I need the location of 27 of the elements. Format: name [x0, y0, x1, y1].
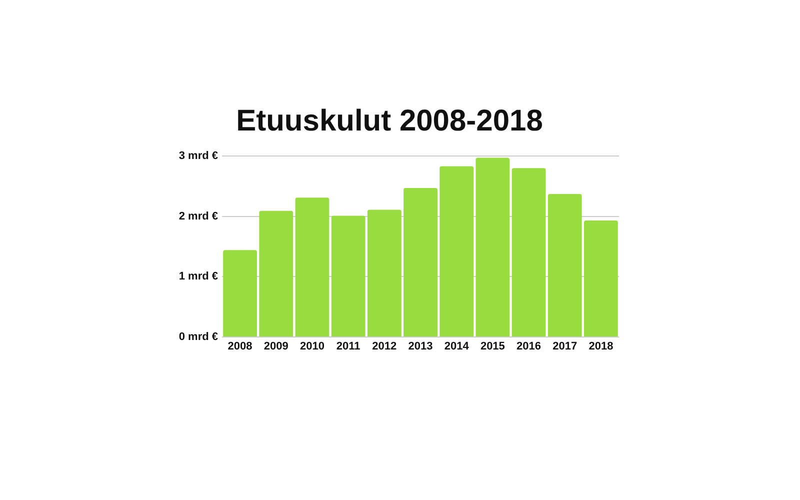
bar — [295, 198, 330, 336]
x-tick-label: 2015 — [480, 340, 505, 353]
y-tick-label: 3 mrd € — [178, 150, 218, 162]
bar — [367, 210, 402, 336]
y-tick-label: 0 mrd € — [178, 331, 218, 344]
x-tick-label: 2016 — [516, 340, 542, 353]
bar — [476, 158, 510, 336]
x-tick-label: 2017 — [552, 340, 578, 353]
x-tick-label: 2008 — [228, 340, 252, 353]
bar — [548, 194, 582, 336]
x-tick-label: 2010 — [300, 340, 324, 353]
bar — [440, 166, 474, 336]
x-tick-label: 2018 — [588, 340, 614, 353]
bar — [512, 168, 546, 336]
bar — [259, 210, 294, 336]
x-tick-label: 2012 — [372, 340, 397, 353]
bar — [331, 216, 366, 336]
y-tick-label: 1 mrd € — [178, 270, 218, 283]
x-tick-label: 2011 — [336, 340, 360, 353]
bar — [404, 188, 438, 336]
y-tick-label: 2 mrd € — [178, 210, 218, 222]
x-tick-label: 2014 — [444, 340, 470, 353]
x-tick-label: 2009 — [264, 340, 288, 353]
bar — [584, 220, 618, 336]
bar — [223, 250, 258, 336]
chart-title: Etuuskulut 2008-2018 — [236, 104, 543, 138]
x-tick-label: 2013 — [408, 340, 433, 353]
